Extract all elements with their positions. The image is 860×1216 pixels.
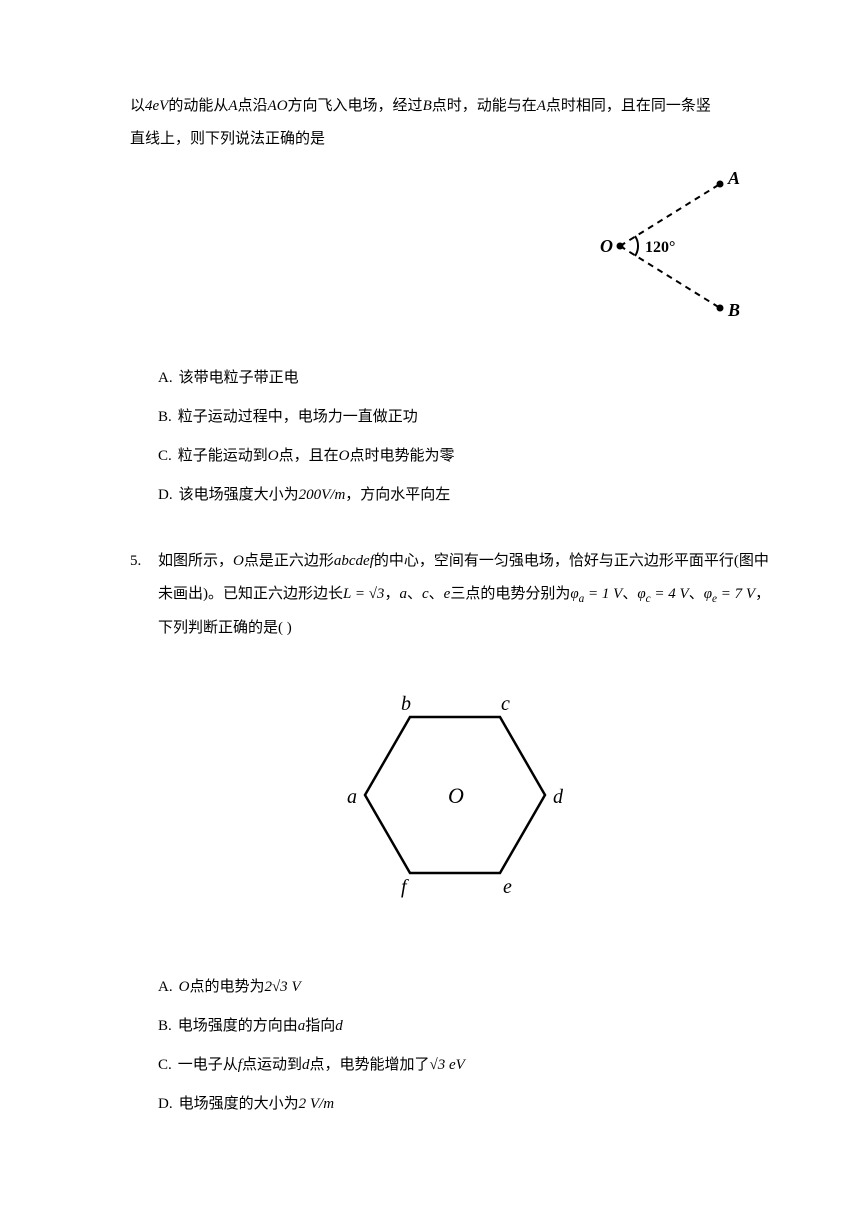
t: 未画出)。已知正六边形边长 (158, 586, 343, 602)
val: 2√3 (264, 979, 287, 995)
q4-figure: O A B 120° (130, 166, 780, 339)
t: 、 (689, 586, 704, 602)
t: ， (755, 586, 770, 602)
label-A: A (727, 168, 740, 188)
t: 点时电势能为零 (349, 448, 454, 464)
label-O: O (448, 783, 464, 808)
pt: A (228, 98, 237, 114)
val: = 4 V (651, 586, 689, 602)
label-c: c (501, 693, 510, 715)
t: 点，电势能增加了 (309, 1057, 429, 1073)
option-C: C.一电子从f点运动到d点，电势能增加了√3 eV (158, 1046, 780, 1085)
val: 2 V/m (299, 1096, 334, 1112)
t: 粒子能运动到 (178, 448, 268, 464)
t: ， (384, 586, 399, 602)
option-C: C.粒子能运动到O点，且在O点时电势能为零 (158, 437, 780, 476)
val: L = √3 (343, 586, 384, 602)
option-B: B.粒子运动过程中，电场力一直做正功 (158, 398, 780, 437)
q4-options: A.该带电粒子带正电 B.粒子运动过程中，电场力一直做正功 C.粒子能运动到O点… (158, 359, 780, 515)
t: 点的电势为 (189, 979, 264, 995)
label-B: B (727, 300, 740, 320)
text: 直线上，则下列说法正确的是 (130, 131, 325, 147)
label-a: a (347, 786, 357, 808)
unit: V (288, 979, 301, 995)
angle-diagram: O A B 120° (580, 166, 760, 326)
t: 点是正六边形 (244, 553, 334, 569)
pt: c (422, 586, 429, 602)
opt-text: 粒子运动过程中，电场力一直做正功 (178, 409, 418, 425)
label-d: d (553, 786, 564, 808)
pt: AO (268, 98, 288, 114)
text: 的动能从 (168, 98, 228, 114)
text: 点沿 (238, 98, 268, 114)
sym: φ (570, 586, 578, 602)
t: 一电子从 (178, 1057, 238, 1073)
val: = 1 V (584, 586, 622, 602)
pt: O (268, 448, 279, 464)
text: 点时，动能与在 (432, 98, 537, 114)
pt: O (179, 979, 190, 995)
t: ，方向水平向左 (345, 487, 450, 503)
val: √3 (429, 1057, 445, 1073)
t: 该电场强度大小为 (179, 487, 299, 503)
unit: eV (445, 1057, 465, 1073)
option-A: A.O点的电势为2√3 V (158, 968, 780, 1007)
val: 200V/m (299, 487, 346, 503)
t: (图中 (734, 553, 769, 569)
t: 、 (407, 586, 422, 602)
q5-options: A.O点的电势为2√3 V B.电场强度的方向由a指向d C.一电子从f点运动到… (158, 968, 780, 1124)
option-D: D.电场强度的大小为2 V/m (158, 1085, 780, 1124)
label-O: O (600, 236, 613, 256)
text: 点时相同，且在同一条竖 (546, 98, 711, 114)
t: 指向 (305, 1018, 335, 1034)
pt: A (537, 98, 546, 114)
label-b: b (401, 693, 411, 715)
text: 方向飞入电场，经过 (288, 98, 423, 114)
label-f: f (401, 876, 409, 898)
pt: d (335, 1018, 343, 1034)
pt: O (339, 448, 350, 464)
hexagon-diagram: a b c d e f O (305, 675, 605, 915)
q5-figure: a b c d e f O (130, 675, 780, 928)
q5-stem: 5.如图所示，O点是正六边形abcdef的中心，空间有一匀强电场，恰好与正六边形… (158, 545, 780, 645)
option-D: D.该电场强度大小为200V/m，方向水平向左 (158, 476, 780, 515)
opt-text: 该带电粒子带正电 (179, 370, 299, 386)
t: 点运动到 (242, 1057, 302, 1073)
label-e: e (503, 876, 512, 898)
val: 4eV (145, 98, 168, 114)
pt: abcdef (334, 553, 374, 569)
t: 电场强度的大小为 (179, 1096, 299, 1112)
t: 点，且在 (279, 448, 339, 464)
t: 的中心，空间有一匀强电场，恰好与正六边形平面平行 (374, 553, 734, 569)
t: 电场强度的方向由 (178, 1018, 298, 1034)
t: 如图所示， (158, 553, 233, 569)
pt: B (423, 98, 432, 114)
option-A: A.该带电粒子带正电 (158, 359, 780, 398)
sym: φ (704, 586, 712, 602)
val: = 7 V (717, 586, 755, 602)
t: 三点的电势分别为 (450, 586, 570, 602)
t: 下列判断正确的是( ) (158, 620, 292, 636)
pt: O (233, 553, 244, 569)
q4-stem-tail: 以4eV的动能从A点沿AO方向飞入电场，经过B点时，动能与在A点时相同，且在同一… (130, 90, 780, 156)
t: 、 (429, 586, 444, 602)
t: 、 (622, 586, 637, 602)
option-B: B.电场强度的方向由a指向d (158, 1007, 780, 1046)
pt: a (399, 586, 407, 602)
q5-number: 5. (130, 545, 158, 578)
text: 以 (130, 98, 145, 114)
sym: φ (637, 586, 645, 602)
label-angle: 120° (645, 239, 675, 256)
